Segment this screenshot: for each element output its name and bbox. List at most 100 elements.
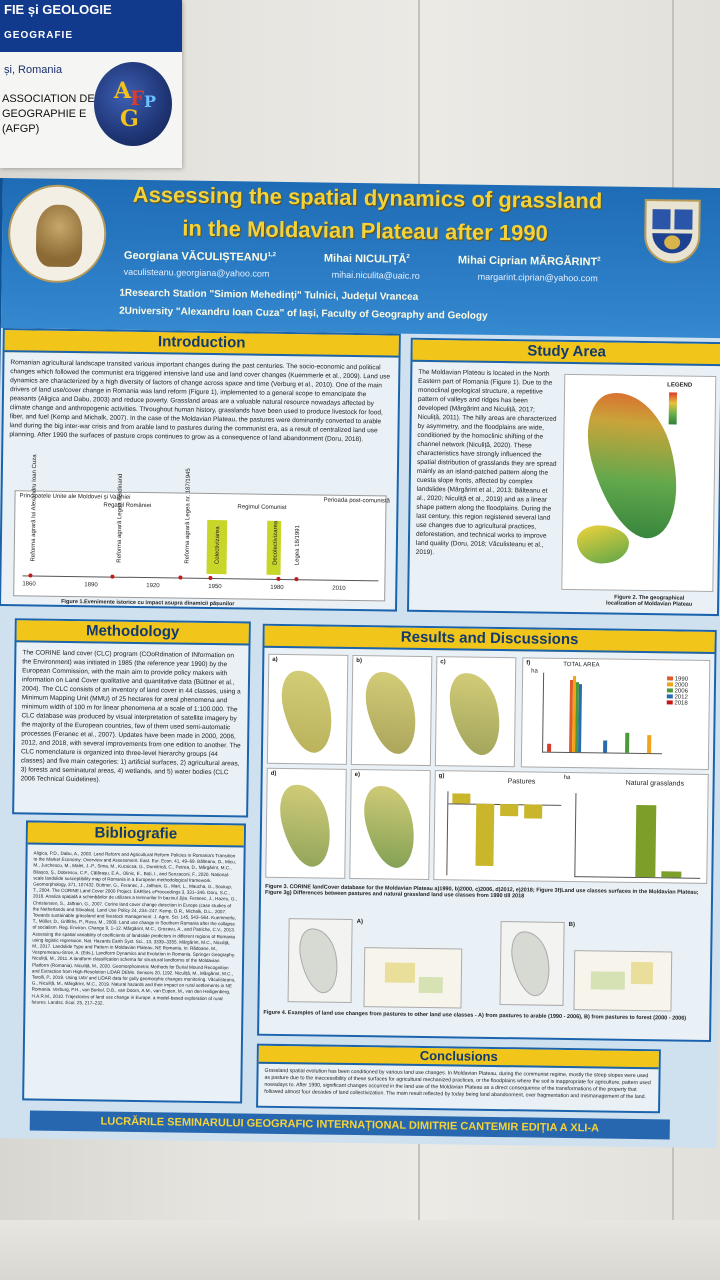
sign-line2: GEOGRAFIE [4, 30, 74, 41]
bar [661, 871, 682, 878]
poster-title-line2: in the Moldavian Plateau after 1990 [182, 215, 549, 246]
methodology-body: The CORINE land cover (CLC) program (COo… [20, 649, 241, 784]
romania-inset-map [576, 525, 630, 564]
methodology-section: Methodology The CORINE land cover (CLC) … [12, 618, 251, 818]
bar [603, 740, 608, 753]
map-panel-d: d) [265, 767, 347, 879]
introduction-body: Romanian agricultural landscape transite… [9, 359, 391, 444]
fig4-overview-map-b [499, 921, 565, 1006]
timeline-marker [28, 573, 33, 578]
logo-letter-g: G [120, 106, 139, 132]
chart-g-title-pastures: Pastures [507, 778, 536, 786]
poster-header: Assessing the spatial dynamics of grassl… [0, 178, 720, 339]
map-legend-title: LEGEND [667, 382, 693, 389]
figure-2-caption: Figure 2. The geographical localization … [605, 594, 693, 608]
logo-letter-p: P [144, 92, 157, 111]
panel-label-g: g) [438, 773, 445, 780]
fig4-overview-map-a [287, 918, 353, 1003]
clc-map-2006 [443, 667, 508, 760]
introduction-heading: Introduction [4, 330, 399, 358]
figure-3-caption: Figure 3. CORINE landCover database for … [265, 883, 699, 900]
bar [500, 804, 519, 817]
study-area-body: The Moldavian Plateau is located in the … [415, 368, 557, 557]
timeline-marker [294, 577, 299, 582]
fig4-detail-map-a [363, 947, 463, 1009]
poster: Assessing the spatial dynamics of grassl… [0, 178, 720, 1149]
introduction-section: Introduction Romanian agricultural lands… [0, 328, 401, 612]
sign-line1: FIE și GEOLOGIE [4, 2, 112, 17]
timeline-event-5: Decolectivizarea [272, 520, 280, 565]
clc-map-2000 [359, 666, 424, 759]
faculty-crest-icon [643, 199, 701, 264]
chart-g-plot-pastures [446, 791, 562, 877]
study-area-heading: Study Area [412, 339, 720, 367]
author-3: Mihai Ciprian MĂRGĂRINT2 [457, 254, 601, 269]
bar [547, 743, 552, 752]
timeline-marker [276, 576, 281, 581]
timeline-marker [208, 575, 213, 581]
timeline-event-3: Reforma agrară Legea nr. 187/1945 [184, 468, 192, 564]
fig4-label-b: B) [568, 922, 576, 929]
author-1: Georgiana VĂCULIȘTEANU1,2 [123, 249, 276, 264]
timeline-axis [22, 575, 379, 582]
panel-label-f: f) [526, 660, 531, 667]
bar [524, 804, 543, 819]
bibliography-section: Bibliografie Aligica, P.D., Dabu, A., 20… [22, 820, 247, 1104]
chart-f-title: TOTAL AREA [563, 661, 600, 669]
association-sign: FIE și GEOLOGIE GEOGRAFIE și, Romania AS… [0, 0, 182, 168]
timeline-era-4: Perioada post-comunistă [323, 497, 390, 505]
author-2-email: mihai.niculita@uaic.ro [331, 269, 420, 281]
timeline-tick-1950: 1950 [208, 583, 222, 591]
timeline-tick-2010: 2010 [332, 585, 346, 592]
panel-label-e: e) [354, 772, 361, 779]
poster-title-line1: Assessing the spatial dynamics of grassl… [132, 181, 603, 214]
logo-letter-a: A [114, 78, 132, 104]
map-panel-c: c) [434, 656, 517, 768]
timeline-marker [178, 575, 183, 580]
chart-g-unit: ha [563, 774, 571, 782]
panel-label-a: a) [272, 656, 278, 663]
study-area-section: Study Area The Moldavian Plateau is loca… [406, 337, 720, 617]
chart-f-legend: 1990 2000 2006 2012 2018 [666, 676, 707, 707]
panel-label-b: b) [356, 658, 363, 665]
affiliation-2: 2University "Alexandru Ioan Cuza" of Iaș… [119, 305, 488, 322]
logo-letter-f: F [130, 86, 145, 110]
seal-portrait [35, 204, 83, 268]
chart-g-pastures-grasslands: g) Pastures Natural grasslands ha [433, 770, 709, 884]
timeline-tick-1860: 1860 [22, 581, 36, 588]
map-legend-ramp [668, 392, 678, 425]
methodology-heading: Methodology [16, 620, 249, 646]
figure-4-caption: Figure 4. Examples of land use changes f… [263, 1009, 687, 1022]
timeline-tick-1920: 1920 [146, 583, 160, 590]
chart-f-land-use-classes: f) TOTAL AREA ha 1990 2000 2006 2012 201… [520, 657, 711, 770]
fig4-detail-map-b [573, 950, 673, 1012]
map-panel-a: a) [266, 653, 349, 765]
chart-g-plot-grasslands [574, 793, 702, 879]
timeline-event-4: Colectivizarea [214, 526, 222, 565]
results-section: Results and Discussions a) b) c) d) e) f… [257, 623, 717, 1043]
panel-label-c: c) [440, 659, 446, 666]
timeline-era-3: Regimul Comunist [237, 504, 287, 512]
bibliography-body: Aligica, P.D., Dabu, A., 2003. Land Refo… [31, 850, 238, 1006]
bibliography-heading: Bibliografie [27, 822, 244, 848]
sign-line3: și, Romania [4, 64, 63, 76]
bar [475, 803, 495, 866]
chart-g-title-grasslands: Natural grasslands [625, 779, 685, 788]
fig4-label-a: A) [356, 919, 364, 926]
timeline-marker [110, 574, 115, 579]
figure-1-caption: Figure 1.Evenimente istorice cu impact a… [61, 598, 235, 608]
timeline-event-2: Reforma agrară Legea Ferdinand [116, 473, 124, 563]
affiliation-1: 1Research Station "Simion Mehedinți" Tul… [119, 287, 419, 303]
bar [452, 793, 471, 804]
poster-footer: LUCRĂRILE SEMINARULUI GEOGRAFIC INTERNAȚ… [29, 1110, 670, 1140]
author-3-email: margarint.ciprian@yahoo.com [477, 271, 598, 284]
sign-line4: ASSOCIATION DE GEOGRAPHIE E (AFGP) [2, 93, 95, 135]
author-2: Mihai NICULIȚĂ2 [323, 252, 410, 266]
bar [625, 732, 630, 753]
poster-surface: Assessing the spatial dynamics of grassl… [0, 178, 720, 1149]
map-panel-b: b) [350, 654, 433, 767]
history-timeline: Principatele Unite ale Moldovei și Valah… [13, 454, 390, 602]
timeline-tick-1980: 1980 [270, 584, 284, 592]
author-1-email: vaculisteanu.georgiana@yahoo.com [123, 266, 270, 279]
clc-map-2012 [274, 779, 338, 872]
